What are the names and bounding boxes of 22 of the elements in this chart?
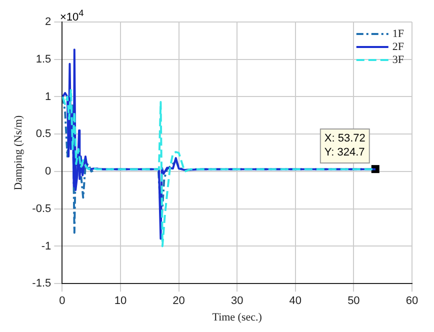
y-tick-label: -0.5 [32,202,52,215]
x-tick-label: 30 [230,295,244,308]
y-tick-label: -1 [41,240,52,252]
y-tick-label: 1 [45,90,52,103]
x-tick-label: 10 [114,295,127,308]
x-tick-label: 40 [289,295,302,308]
y-tick-label: 2 [45,16,52,28]
y-tick-label: -1.5 [32,278,52,290]
x-tick-label: 60 [406,295,418,308]
y-tick-label: 1.5 [36,53,52,66]
legend-label: 3F [392,54,404,66]
legend-label: 1F [392,28,404,40]
legend-label: 2F [392,40,404,53]
y-tick-label: 0 [45,166,52,178]
y-tick-label: 0.5 [36,128,52,140]
x-axis-title: Time (sec.) [212,311,262,324]
x-tick-label: 50 [348,295,360,308]
x-tick-label: 0 [59,295,66,308]
x-tick-label: 20 [172,295,185,308]
annotation: X: 53.72 Y: 324.7 [324,132,366,159]
y-axis-title: Damping (Ns/m) [12,115,24,190]
annotation: ×10$^{4}$ [60,8,84,24]
